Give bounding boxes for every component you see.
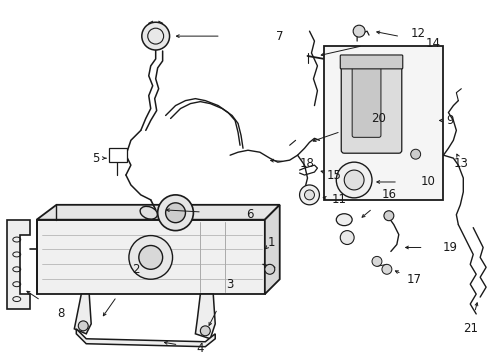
Text: 20: 20 [371, 112, 386, 125]
Text: 10: 10 [420, 175, 435, 189]
Circle shape [299, 185, 319, 205]
Polygon shape [76, 329, 215, 347]
Text: 1: 1 [267, 236, 275, 249]
Polygon shape [37, 205, 279, 220]
Circle shape [264, 264, 274, 274]
FancyBboxPatch shape [341, 58, 401, 153]
Polygon shape [74, 294, 91, 334]
Text: 12: 12 [410, 27, 425, 40]
Text: 8: 8 [58, 307, 65, 320]
Text: 2: 2 [132, 263, 139, 276]
Ellipse shape [140, 206, 157, 219]
Text: 13: 13 [453, 157, 468, 170]
FancyBboxPatch shape [340, 55, 402, 69]
Text: 7: 7 [275, 30, 283, 42]
Circle shape [139, 246, 163, 269]
Text: 3: 3 [226, 278, 233, 291]
Circle shape [410, 149, 420, 159]
Circle shape [344, 170, 364, 190]
Text: 18: 18 [300, 157, 314, 170]
Text: 6: 6 [245, 208, 253, 221]
Circle shape [383, 211, 393, 221]
Text: 9: 9 [446, 114, 453, 127]
Bar [324, 46, 443, 200]
Circle shape [371, 256, 381, 266]
Polygon shape [195, 294, 215, 339]
Text: 11: 11 [331, 193, 346, 206]
FancyBboxPatch shape [109, 148, 127, 162]
Polygon shape [264, 205, 279, 294]
Text: 16: 16 [381, 188, 396, 201]
Circle shape [165, 203, 185, 223]
Circle shape [157, 195, 193, 231]
Circle shape [200, 326, 210, 336]
Text: 15: 15 [326, 168, 341, 181]
Text: 4: 4 [196, 342, 203, 355]
Circle shape [142, 22, 169, 50]
Text: 21: 21 [462, 322, 477, 336]
Text: 5: 5 [92, 152, 100, 165]
Circle shape [381, 264, 391, 274]
Circle shape [304, 190, 314, 200]
Polygon shape [7, 220, 30, 309]
FancyBboxPatch shape [351, 64, 380, 137]
Circle shape [78, 321, 88, 331]
Text: 14: 14 [425, 37, 440, 50]
Circle shape [340, 231, 353, 244]
Circle shape [336, 162, 371, 198]
Text: 19: 19 [442, 241, 457, 254]
Polygon shape [37, 220, 264, 294]
Text: 17: 17 [406, 273, 420, 286]
Circle shape [352, 25, 365, 37]
Ellipse shape [336, 214, 351, 226]
Circle shape [129, 235, 172, 279]
